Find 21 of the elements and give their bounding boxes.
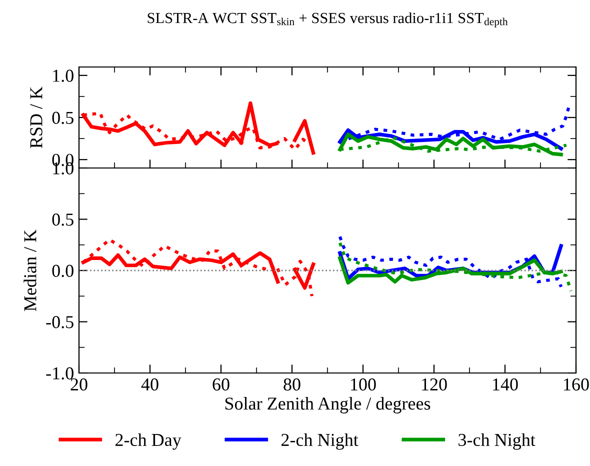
legend-label: 2-ch Day (116, 433, 182, 450)
y-axis-title: RSD / K (30, 86, 42, 148)
legend-label: 2-ch Night (281, 433, 358, 450)
x-tick-label: 100 (351, 378, 376, 391)
y-axis-title: Median / K (24, 230, 36, 312)
x-tick-label: 20 (70, 378, 88, 391)
x-axis-title: Solar Zenith Angle / degrees (225, 397, 430, 414)
x-tick-label: 80 (284, 378, 300, 391)
legend-label: 3-ch Night (458, 433, 536, 450)
x-tick-label: 120 (422, 378, 447, 391)
y-tick-label: 0.5 (52, 112, 74, 124)
y-tick-label: -1.0 (46, 367, 74, 380)
x-tick-label: 140 (493, 378, 518, 391)
chart-title: SLSTR-A WCT SST$_{skin}$ + SSES versus radio-r1i1 SST$_{depth}$ (148, 12, 508, 28)
x-tick-label: 60 (212, 378, 230, 391)
y-tick-label: 0.0 (52, 264, 74, 278)
y-tick-label: 1.0 (53, 70, 74, 82)
y-tick-label: -0.5 (46, 316, 74, 328)
x-tick-label: 40 (141, 378, 158, 391)
x-tick-label: 160 (564, 378, 589, 391)
y-tick-label: 0.5 (52, 214, 74, 226)
